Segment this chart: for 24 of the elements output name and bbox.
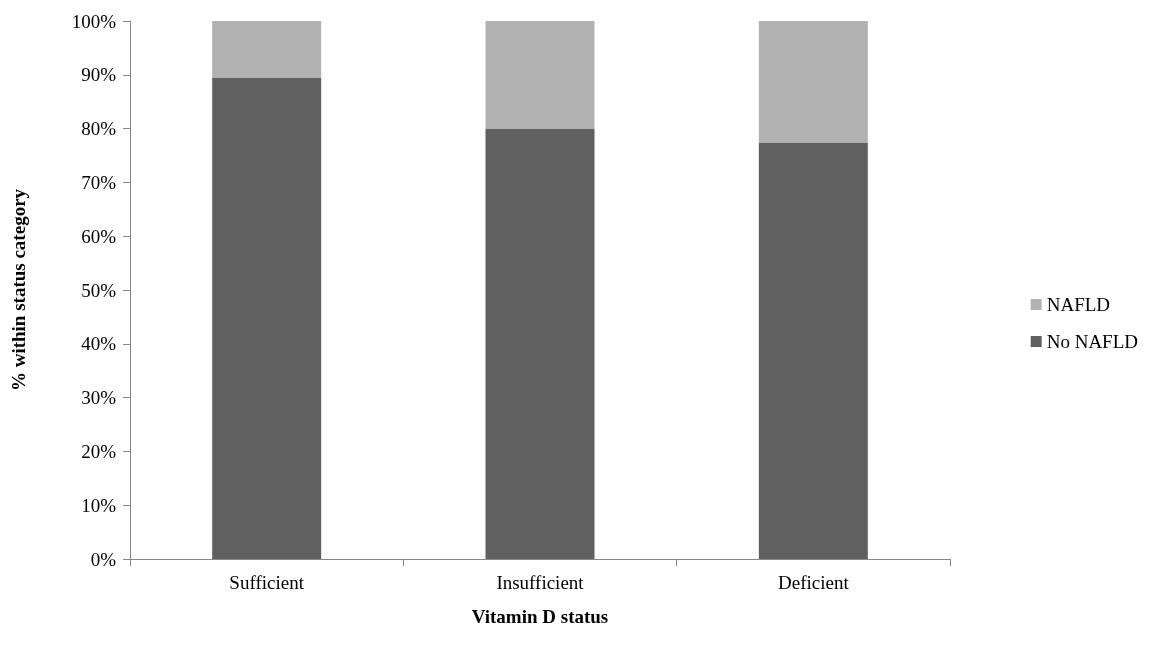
y-tick-label: 80% [81,118,117,140]
x-tick-label: Sufficient [229,572,305,593]
bar [212,77,322,559]
legend-label: NAFLD [1046,294,1111,315]
x-tick-label: Deficient [777,572,850,593]
y-tick-label: 20% [81,440,117,462]
y-tick-label: 10% [81,494,117,516]
y-tick-label: 0% [90,548,117,570]
bar [758,21,868,143]
legend-label: No NAFLD [1046,331,1138,352]
y-tick-label: 100% [71,10,117,32]
y-tick-label: 60% [81,225,117,247]
y-tick-label: 40% [81,333,117,355]
bar [212,21,322,78]
y-tick-label: 30% [81,387,117,409]
x-axis-title: Vitamin D status [471,606,609,627]
bar [758,142,868,559]
y-axis-title: % within status category [8,188,29,392]
bar [485,128,595,559]
y-tick-label: 70% [81,171,117,193]
y-tick-label: 50% [81,279,117,301]
bar [485,21,595,129]
y-tick-label: 90% [81,64,117,86]
x-tick-label: Insufficient [496,572,585,593]
